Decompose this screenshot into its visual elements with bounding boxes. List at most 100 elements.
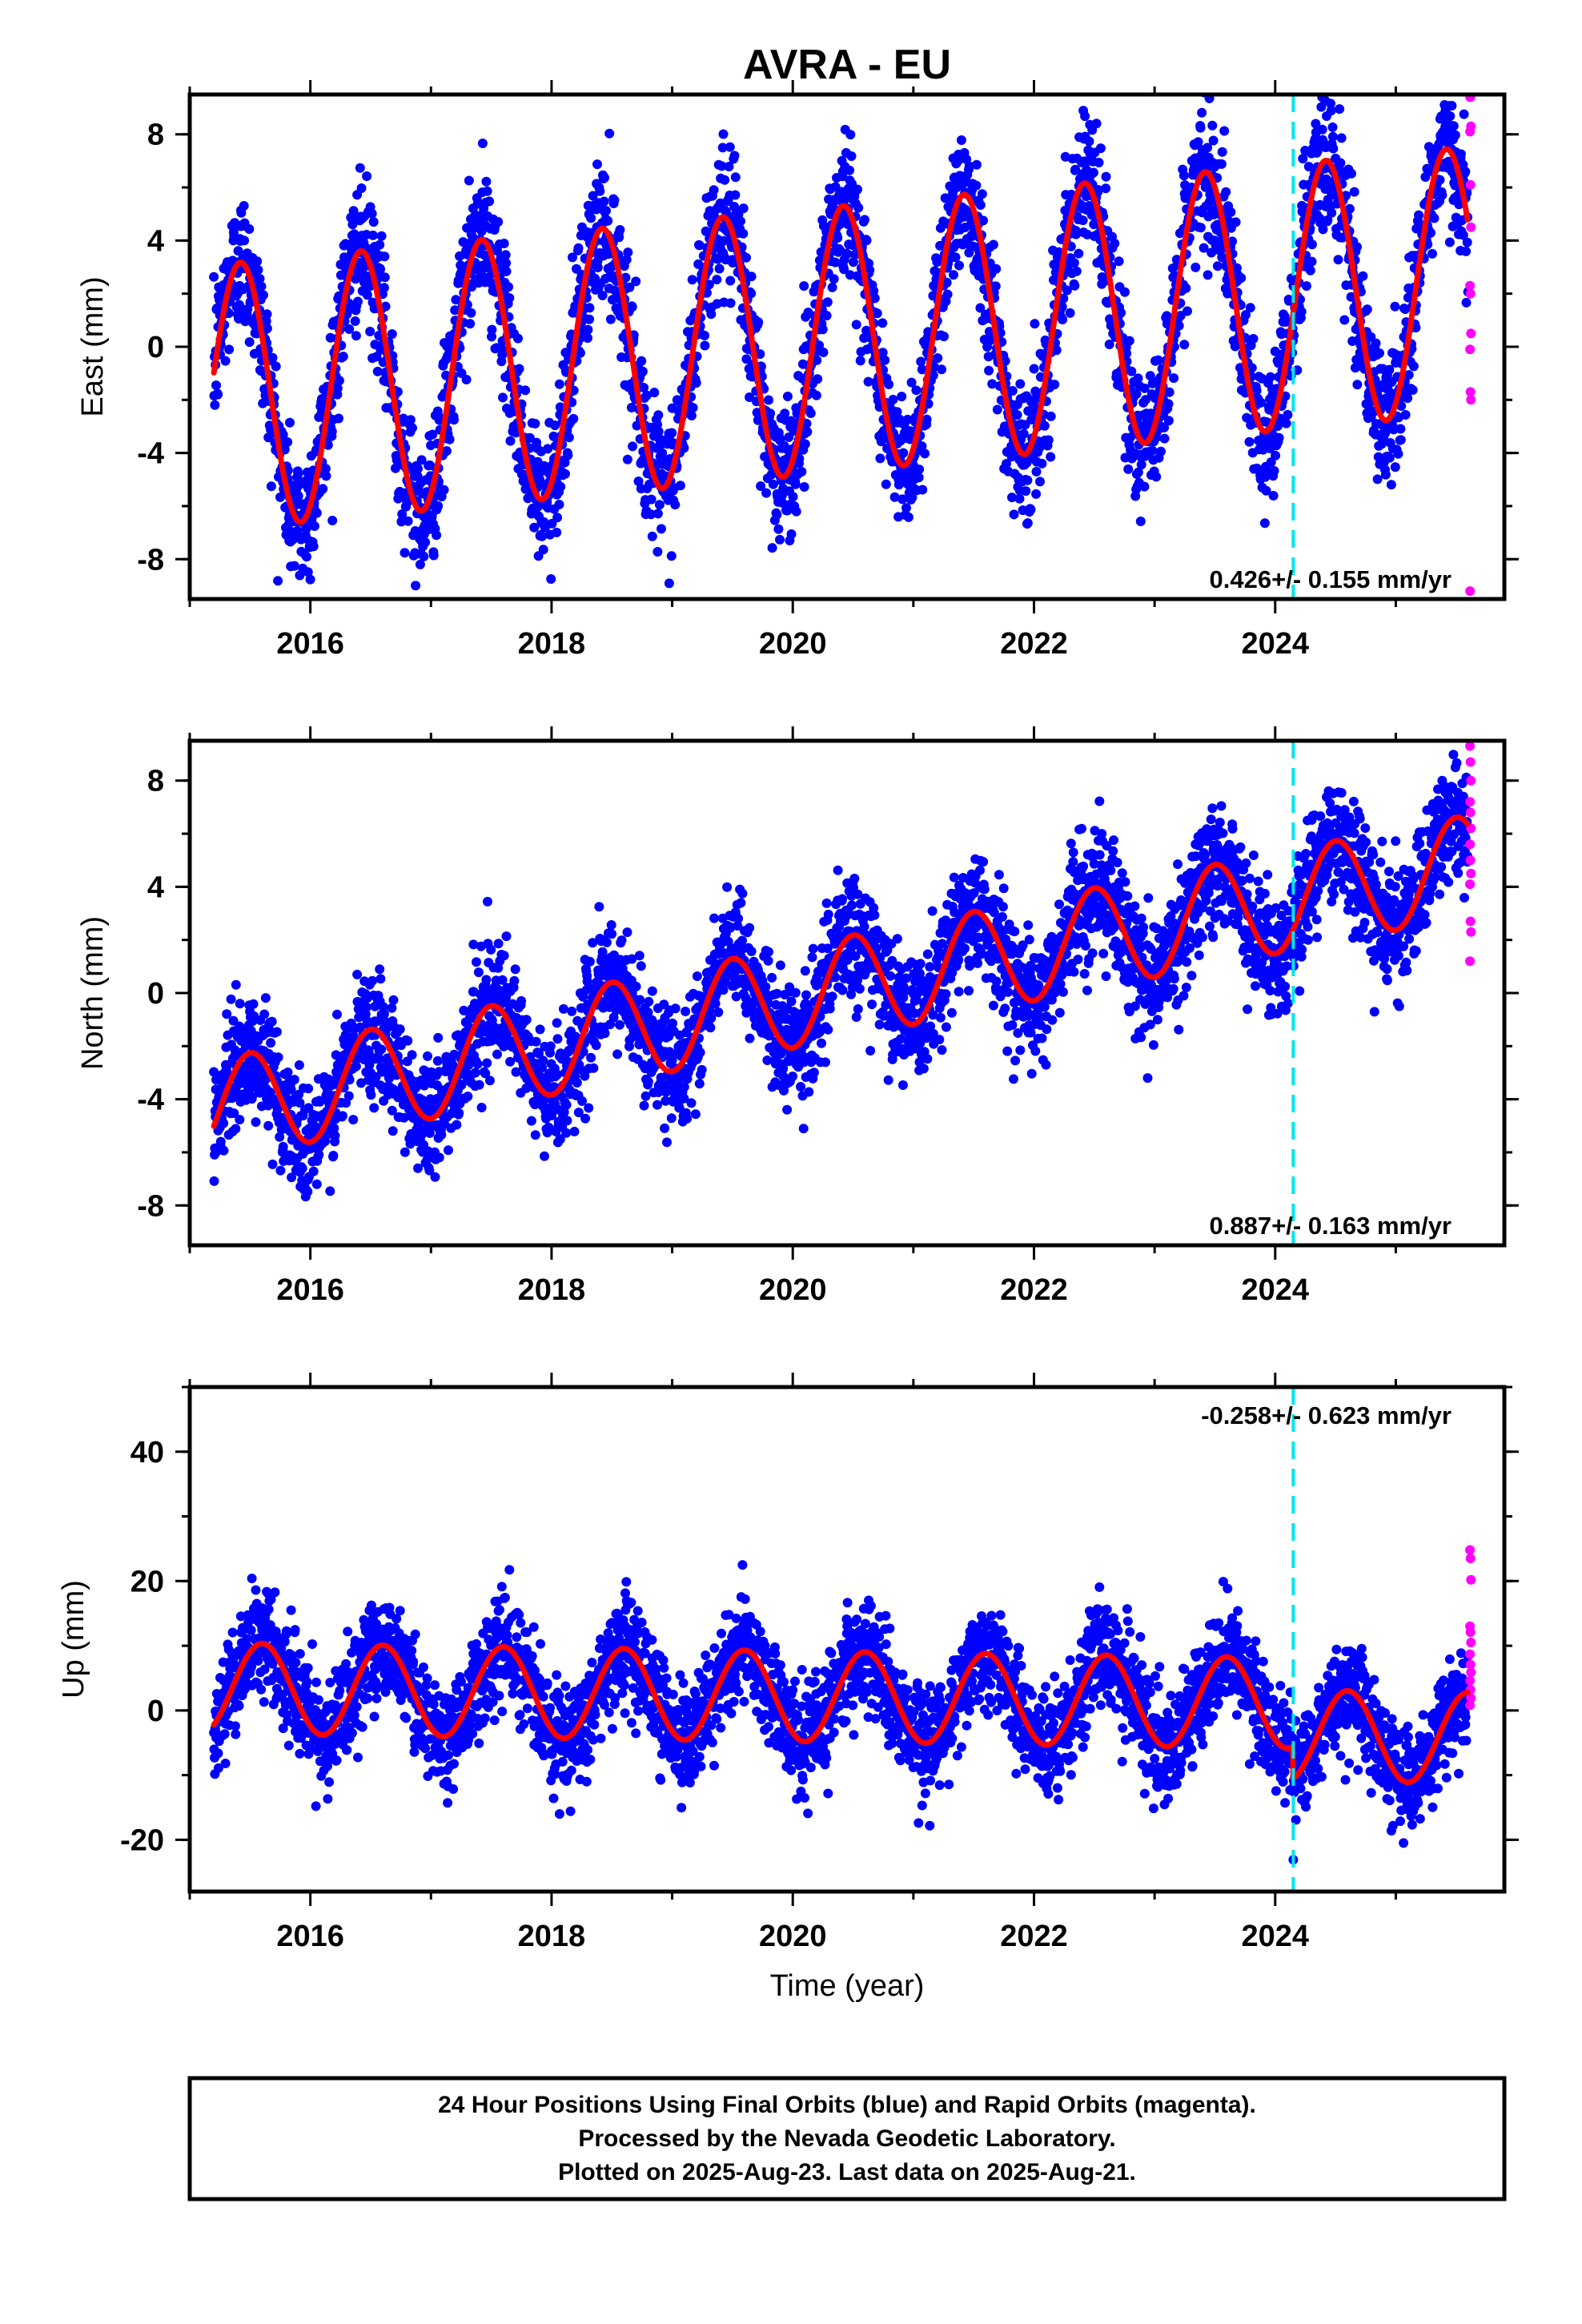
rapid-orbit-point bbox=[1466, 395, 1476, 405]
final-orbit-point bbox=[476, 1103, 487, 1112]
final-orbit-point bbox=[821, 311, 832, 321]
final-orbit-point bbox=[898, 448, 909, 458]
final-orbit-point bbox=[219, 1145, 229, 1156]
final-orbit-point bbox=[1139, 481, 1150, 492]
final-orbit-point bbox=[266, 1038, 276, 1048]
final-orbit-point bbox=[675, 480, 685, 491]
final-orbit-point bbox=[633, 476, 644, 486]
final-orbit-point bbox=[950, 252, 961, 263]
final-orbit-point bbox=[403, 1035, 413, 1046]
x-tick-label: 2022 bbox=[1000, 627, 1068, 661]
final-orbit-point bbox=[289, 561, 299, 571]
final-orbit-point bbox=[546, 574, 556, 584]
final-orbit-point bbox=[827, 282, 837, 292]
final-orbit-point bbox=[251, 1117, 261, 1128]
final-orbit-point bbox=[504, 293, 515, 304]
final-orbit-point bbox=[846, 151, 857, 161]
final-orbit-point bbox=[433, 1032, 444, 1043]
final-orbit-point bbox=[321, 471, 331, 481]
final-orbit-point bbox=[911, 385, 921, 396]
final-orbit-point bbox=[231, 979, 241, 990]
final-orbit-point bbox=[1245, 303, 1255, 313]
final-orbit-point bbox=[817, 324, 828, 335]
final-orbit-point bbox=[513, 333, 523, 344]
final-orbit-point bbox=[1156, 446, 1166, 456]
final-orbit-point bbox=[311, 1179, 322, 1189]
final-orbit-point bbox=[853, 203, 864, 213]
final-orbit-point bbox=[1219, 126, 1230, 136]
final-orbit-point bbox=[956, 135, 966, 145]
final-orbit-point bbox=[328, 1151, 339, 1160]
final-orbit-point bbox=[375, 964, 385, 975]
final-orbit-point bbox=[1163, 416, 1174, 426]
final-orbit-point bbox=[1043, 435, 1054, 445]
final-orbit-point bbox=[1022, 518, 1033, 529]
final-orbit-point bbox=[327, 426, 337, 436]
final-orbit-point bbox=[1268, 491, 1279, 501]
final-orbit-point bbox=[484, 1076, 495, 1086]
final-orbit-point bbox=[1390, 462, 1400, 472]
final-orbit-point bbox=[869, 293, 880, 304]
final-orbit-point bbox=[1442, 82, 1452, 92]
final-orbit-point bbox=[403, 516, 413, 526]
final-orbit-point bbox=[1352, 380, 1363, 390]
final-orbit-point bbox=[1336, 133, 1347, 143]
final-orbit-point bbox=[538, 1055, 548, 1066]
final-orbit-point bbox=[347, 219, 358, 230]
final-orbit-point bbox=[526, 1116, 536, 1126]
final-orbit-point bbox=[395, 1024, 405, 1035]
final-orbit-point bbox=[860, 215, 869, 225]
final-orbit-point bbox=[285, 417, 295, 428]
final-orbit-point bbox=[1349, 187, 1359, 197]
final-orbit-point bbox=[303, 1084, 314, 1094]
rapid-orbit-point bbox=[1465, 586, 1476, 597]
final-orbit-point bbox=[818, 348, 829, 357]
final-orbit-point bbox=[592, 263, 603, 272]
final-orbit-point bbox=[379, 251, 390, 262]
final-orbit-point bbox=[1347, 168, 1356, 179]
final-orbit-point bbox=[499, 951, 509, 961]
final-orbit-point bbox=[416, 455, 427, 465]
y-axis-title: East (mm) bbox=[76, 276, 110, 416]
final-orbit-point bbox=[350, 316, 360, 326]
final-orbit-point bbox=[595, 186, 605, 196]
final-orbit-point bbox=[1191, 262, 1201, 272]
final-orbit-point bbox=[1271, 450, 1281, 460]
final-orbit-point bbox=[560, 468, 570, 479]
final-orbit-point bbox=[292, 525, 303, 536]
final-orbit-point bbox=[1101, 183, 1111, 194]
final-orbit-point bbox=[1203, 270, 1213, 280]
final-orbit-point bbox=[687, 275, 697, 285]
final-orbit-point bbox=[736, 216, 745, 227]
final-orbit-point bbox=[484, 196, 495, 207]
final-orbit-point bbox=[400, 548, 410, 558]
final-orbit-point bbox=[805, 408, 816, 418]
final-orbit-point bbox=[717, 161, 727, 171]
final-orbit-point bbox=[637, 366, 648, 376]
final-orbit-point bbox=[482, 1058, 492, 1068]
final-orbit-point bbox=[573, 243, 584, 253]
final-orbit-point bbox=[700, 340, 710, 351]
final-orbit-point bbox=[646, 509, 656, 520]
final-orbit-point bbox=[755, 349, 765, 360]
final-orbit-point bbox=[1095, 143, 1106, 154]
final-orbit-point bbox=[1124, 336, 1134, 346]
final-orbit-point bbox=[481, 975, 492, 985]
final-orbit-point bbox=[1091, 119, 1102, 129]
final-orbit-point bbox=[275, 1165, 286, 1176]
final-orbit-point bbox=[504, 282, 513, 292]
final-orbit-point bbox=[1012, 410, 1022, 420]
final-orbit-point bbox=[259, 290, 268, 300]
final-orbit-point bbox=[244, 224, 255, 234]
final-orbit-point bbox=[481, 176, 492, 187]
final-orbit-point bbox=[239, 235, 250, 246]
final-orbit-point bbox=[1296, 307, 1307, 317]
final-orbit-point bbox=[729, 151, 740, 161]
final-orbit-point bbox=[1135, 517, 1146, 526]
final-orbit-point bbox=[301, 524, 311, 534]
final-orbit-point bbox=[1269, 466, 1279, 476]
final-orbit-point bbox=[829, 274, 839, 284]
final-orbit-point bbox=[482, 186, 492, 196]
final-orbit-point bbox=[338, 352, 348, 362]
